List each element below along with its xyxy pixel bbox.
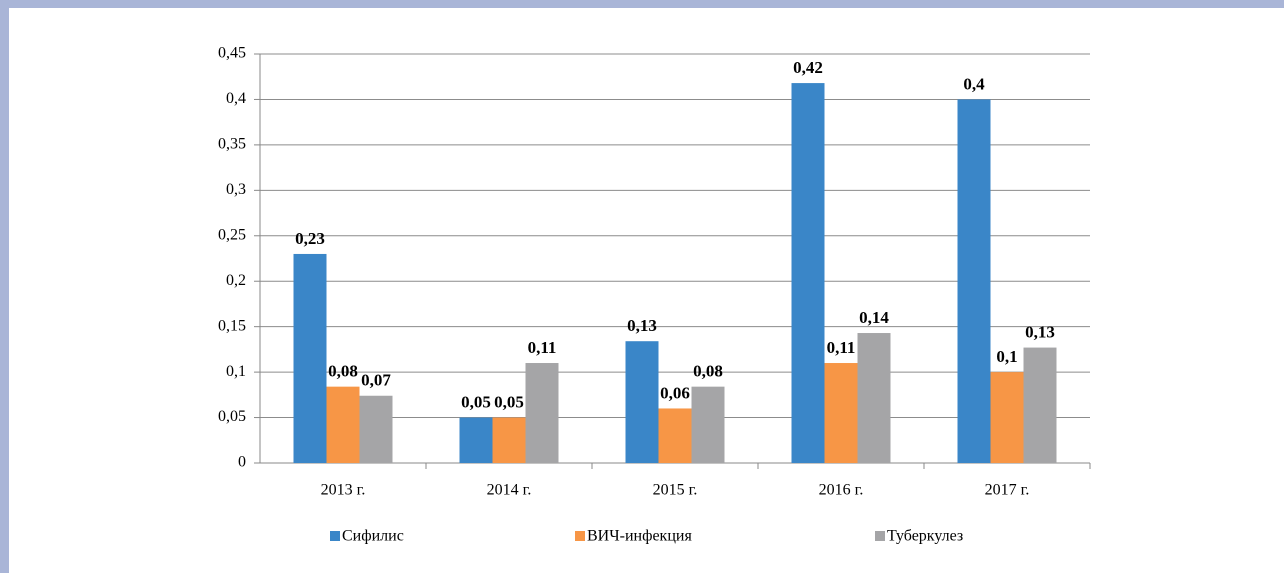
legend-swatch <box>575 531 585 541</box>
legend-swatch <box>875 531 885 541</box>
bar <box>459 417 493 463</box>
value-label: 0,06 <box>660 383 690 402</box>
x-tick-label: 2017 г. <box>985 482 1030 499</box>
y-tick-label: 0,45 <box>218 45 246 62</box>
value-label: 0,13 <box>627 316 657 335</box>
y-tick-label: 0,25 <box>218 226 246 243</box>
y-tick-label: 0,15 <box>218 317 246 334</box>
bar <box>326 386 360 463</box>
bar <box>990 372 1024 463</box>
x-tick-label: 2014 г. <box>487 482 532 499</box>
value-label: 0,08 <box>693 362 723 381</box>
bar <box>625 341 659 463</box>
legend-label: Сифилис <box>342 528 404 545</box>
value-label: 0,42 <box>793 58 823 77</box>
x-tick-label: 2016 г. <box>819 482 864 499</box>
value-label: 0,4 <box>963 74 985 93</box>
value-label: 0,07 <box>361 371 391 390</box>
bar <box>824 363 858 463</box>
value-label: 0,1 <box>996 347 1017 366</box>
x-tick-label: 2015 г. <box>653 482 698 499</box>
bar <box>293 253 327 463</box>
bar <box>1023 347 1057 463</box>
y-tick-label: 0 <box>238 454 246 471</box>
value-label: 0,11 <box>528 338 557 357</box>
legend-swatch <box>330 531 340 541</box>
value-label: 0,08 <box>328 362 358 381</box>
value-label: 0,11 <box>827 338 856 357</box>
x-tick-label: 2013 г. <box>321 482 366 499</box>
legend-label: ВИЧ-инфекция <box>587 528 692 545</box>
value-label: 0,23 <box>295 229 325 248</box>
y-tick-label: 0,3 <box>226 181 246 198</box>
value-label: 0,13 <box>1025 322 1055 341</box>
bar <box>691 386 725 463</box>
y-tick-label: 0,4 <box>226 90 246 107</box>
bar <box>857 333 891 463</box>
value-label: 0,05 <box>494 392 524 411</box>
y-tick-label: 0,35 <box>218 136 246 153</box>
bar <box>957 99 991 463</box>
value-label: 0,05 <box>461 392 491 411</box>
bar <box>525 363 559 463</box>
bar <box>492 417 526 463</box>
bar <box>658 408 692 463</box>
bar <box>791 83 825 463</box>
value-label: 0,14 <box>859 308 889 327</box>
legend-label: Туберкулез <box>887 528 963 545</box>
y-tick-label: 0,05 <box>218 408 246 425</box>
y-tick-label: 0,2 <box>226 272 246 289</box>
y-tick-label: 0,1 <box>226 363 246 380</box>
bar <box>359 395 393 463</box>
